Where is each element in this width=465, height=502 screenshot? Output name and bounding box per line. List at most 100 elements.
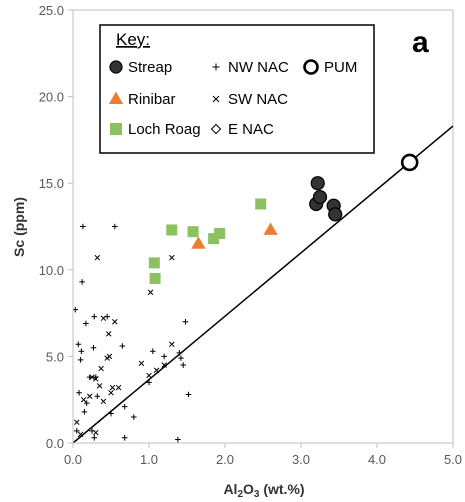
x-axis-label: Al2O3 (wt.%) — [223, 481, 304, 500]
data-point-sw-nac — [112, 319, 118, 325]
series-sw-nac — [74, 254, 175, 438]
data-point-nw-nac — [83, 320, 89, 327]
data-point-loch-roag — [208, 233, 220, 245]
data-point-sw-nac — [89, 374, 95, 380]
legend-marker-rinibar — [108, 91, 124, 104]
data-point-nw-nac — [121, 435, 128, 441]
data-point-sw-nac — [169, 254, 175, 261]
data-point-nw-nac — [131, 414, 137, 420]
data-point-sw-nac — [138, 360, 145, 367]
data-point-sw-nac — [100, 398, 107, 405]
data-point-nw-nac — [180, 362, 186, 368]
x-tick-label: 3.0 — [292, 452, 310, 467]
data-points-layer — [72, 153, 419, 443]
series-streap — [309, 176, 343, 222]
data-point-nw-nac — [75, 341, 82, 348]
data-point-sw-nac — [147, 289, 154, 296]
data-point-nw-nac — [150, 348, 156, 355]
data-point-rinibar — [263, 222, 278, 235]
legend-item-rinibar: Rinibar — [108, 91, 176, 108]
series-pum — [400, 153, 419, 172]
data-point-sw-nac — [94, 254, 101, 261]
data-point-nw-nac — [76, 389, 82, 396]
data-point-pum — [400, 153, 419, 172]
data-point-sw-nac — [98, 365, 104, 372]
legend-label-rinibar: Rinibar — [128, 91, 176, 108]
series-loch-roag — [148, 198, 267, 284]
y-axis-label: Sc (ppm) — [11, 197, 27, 257]
axes-layer: 0.0 1.0 2.0 3.0 4.0 5.0 0.0 5.0 10.0 15.0 20.0 25.0 — [39, 3, 462, 467]
data-point-sw-nac — [93, 429, 99, 436]
data-point-nw-nac — [185, 391, 192, 398]
data-point-sw-nac — [74, 419, 80, 425]
x-axis-label-main: Al — [223, 481, 237, 497]
data-point-sw-nac — [108, 390, 114, 396]
legend-item-nw-nac: NW NAC — [212, 59, 289, 76]
legend-marker-e-nac — [210, 123, 222, 135]
legend-label-sw-nac: SW NAC — [228, 91, 288, 108]
data-point-loch-roag — [166, 224, 178, 236]
data-point-sw-nac — [96, 383, 103, 389]
panel-label: a — [412, 26, 429, 59]
data-point-nw-nac — [161, 353, 167, 360]
legend-label-loch-roag: Loch Roag — [128, 121, 201, 138]
data-point-nw-nac — [121, 403, 128, 410]
data-point-sw-nac — [77, 431, 84, 438]
x-tick-label: 1.0 — [140, 452, 158, 467]
y-tick-label: 25.0 — [39, 3, 64, 18]
data-point-nw-nac — [91, 313, 98, 320]
data-point-nw-nac — [80, 223, 86, 230]
data-point-nw-nac — [112, 223, 118, 230]
data-point-nw-nac — [79, 279, 85, 285]
data-point-nw-nac — [77, 357, 84, 363]
data-point-rinibar — [191, 236, 206, 249]
x-tick-label: 2.0 — [216, 452, 234, 467]
data-point-sw-nac — [105, 331, 112, 337]
data-point-nw-nac — [78, 348, 85, 355]
data-point-streap — [328, 207, 343, 222]
data-point-sw-nac — [106, 353, 113, 360]
legend-item-sw-nac: SW NAC — [212, 91, 288, 108]
data-point-sw-nac — [93, 376, 99, 382]
legend-label-pum: PUM — [324, 59, 357, 76]
series-nw-nac — [72, 223, 192, 443]
data-point-nw-nac — [74, 428, 80, 434]
data-point-nw-nac — [91, 435, 98, 441]
data-point-sw-nac — [86, 393, 93, 399]
legend-box — [99, 24, 375, 154]
data-point-nw-nac — [119, 343, 126, 349]
legend-item-e-nac: E NAC — [210, 121, 274, 138]
legend-label-streap: Streap — [128, 59, 172, 76]
legend-marker-loch-roag — [110, 123, 122, 135]
x-axis-label-sub1: 2 — [237, 489, 243, 500]
series-rinibar — [191, 222, 278, 249]
legend-marker-pum — [303, 59, 319, 75]
data-point-nw-nac — [178, 355, 184, 361]
data-point-streap — [312, 189, 328, 205]
legend-items: Streap NW NAC PUM Rinibar SW NAC Loch Roag E N… — [108, 59, 357, 138]
reference-line-layer — [72, 125, 454, 444]
legend-item-pum: PUM — [303, 59, 357, 76]
data-point-nw-nac — [94, 393, 101, 400]
data-point-nw-nac — [81, 409, 88, 415]
y-tick-label: 5.0 — [46, 349, 64, 364]
x-axis-label-tail: (wt.%) — [259, 481, 304, 497]
data-point-sw-nac — [161, 362, 167, 368]
legend-item-streap: Streap — [109, 59, 172, 76]
y-tick-label: 10.0 — [39, 263, 64, 278]
data-point-nw-nac — [146, 379, 152, 386]
data-point-sw-nac — [169, 341, 175, 348]
legend-marker-streap — [109, 60, 123, 74]
data-point-nw-nac — [90, 344, 97, 351]
data-point-streap — [310, 176, 325, 191]
legend-item-loch-roag: Loch Roag — [110, 121, 201, 138]
data-point-sw-nac — [80, 396, 87, 403]
data-point-sw-nac — [153, 367, 160, 374]
x-tick-label: 4.0 — [368, 452, 386, 467]
legend-label-nw-nac: NW NAC — [228, 59, 289, 76]
x-axis-label-sub2: 3 — [254, 489, 260, 500]
data-point-nw-nac — [176, 350, 183, 356]
data-point-loch-roag — [149, 272, 161, 284]
data-point-loch-roag — [214, 227, 226, 239]
y-tick-label: 20.0 — [39, 90, 64, 105]
